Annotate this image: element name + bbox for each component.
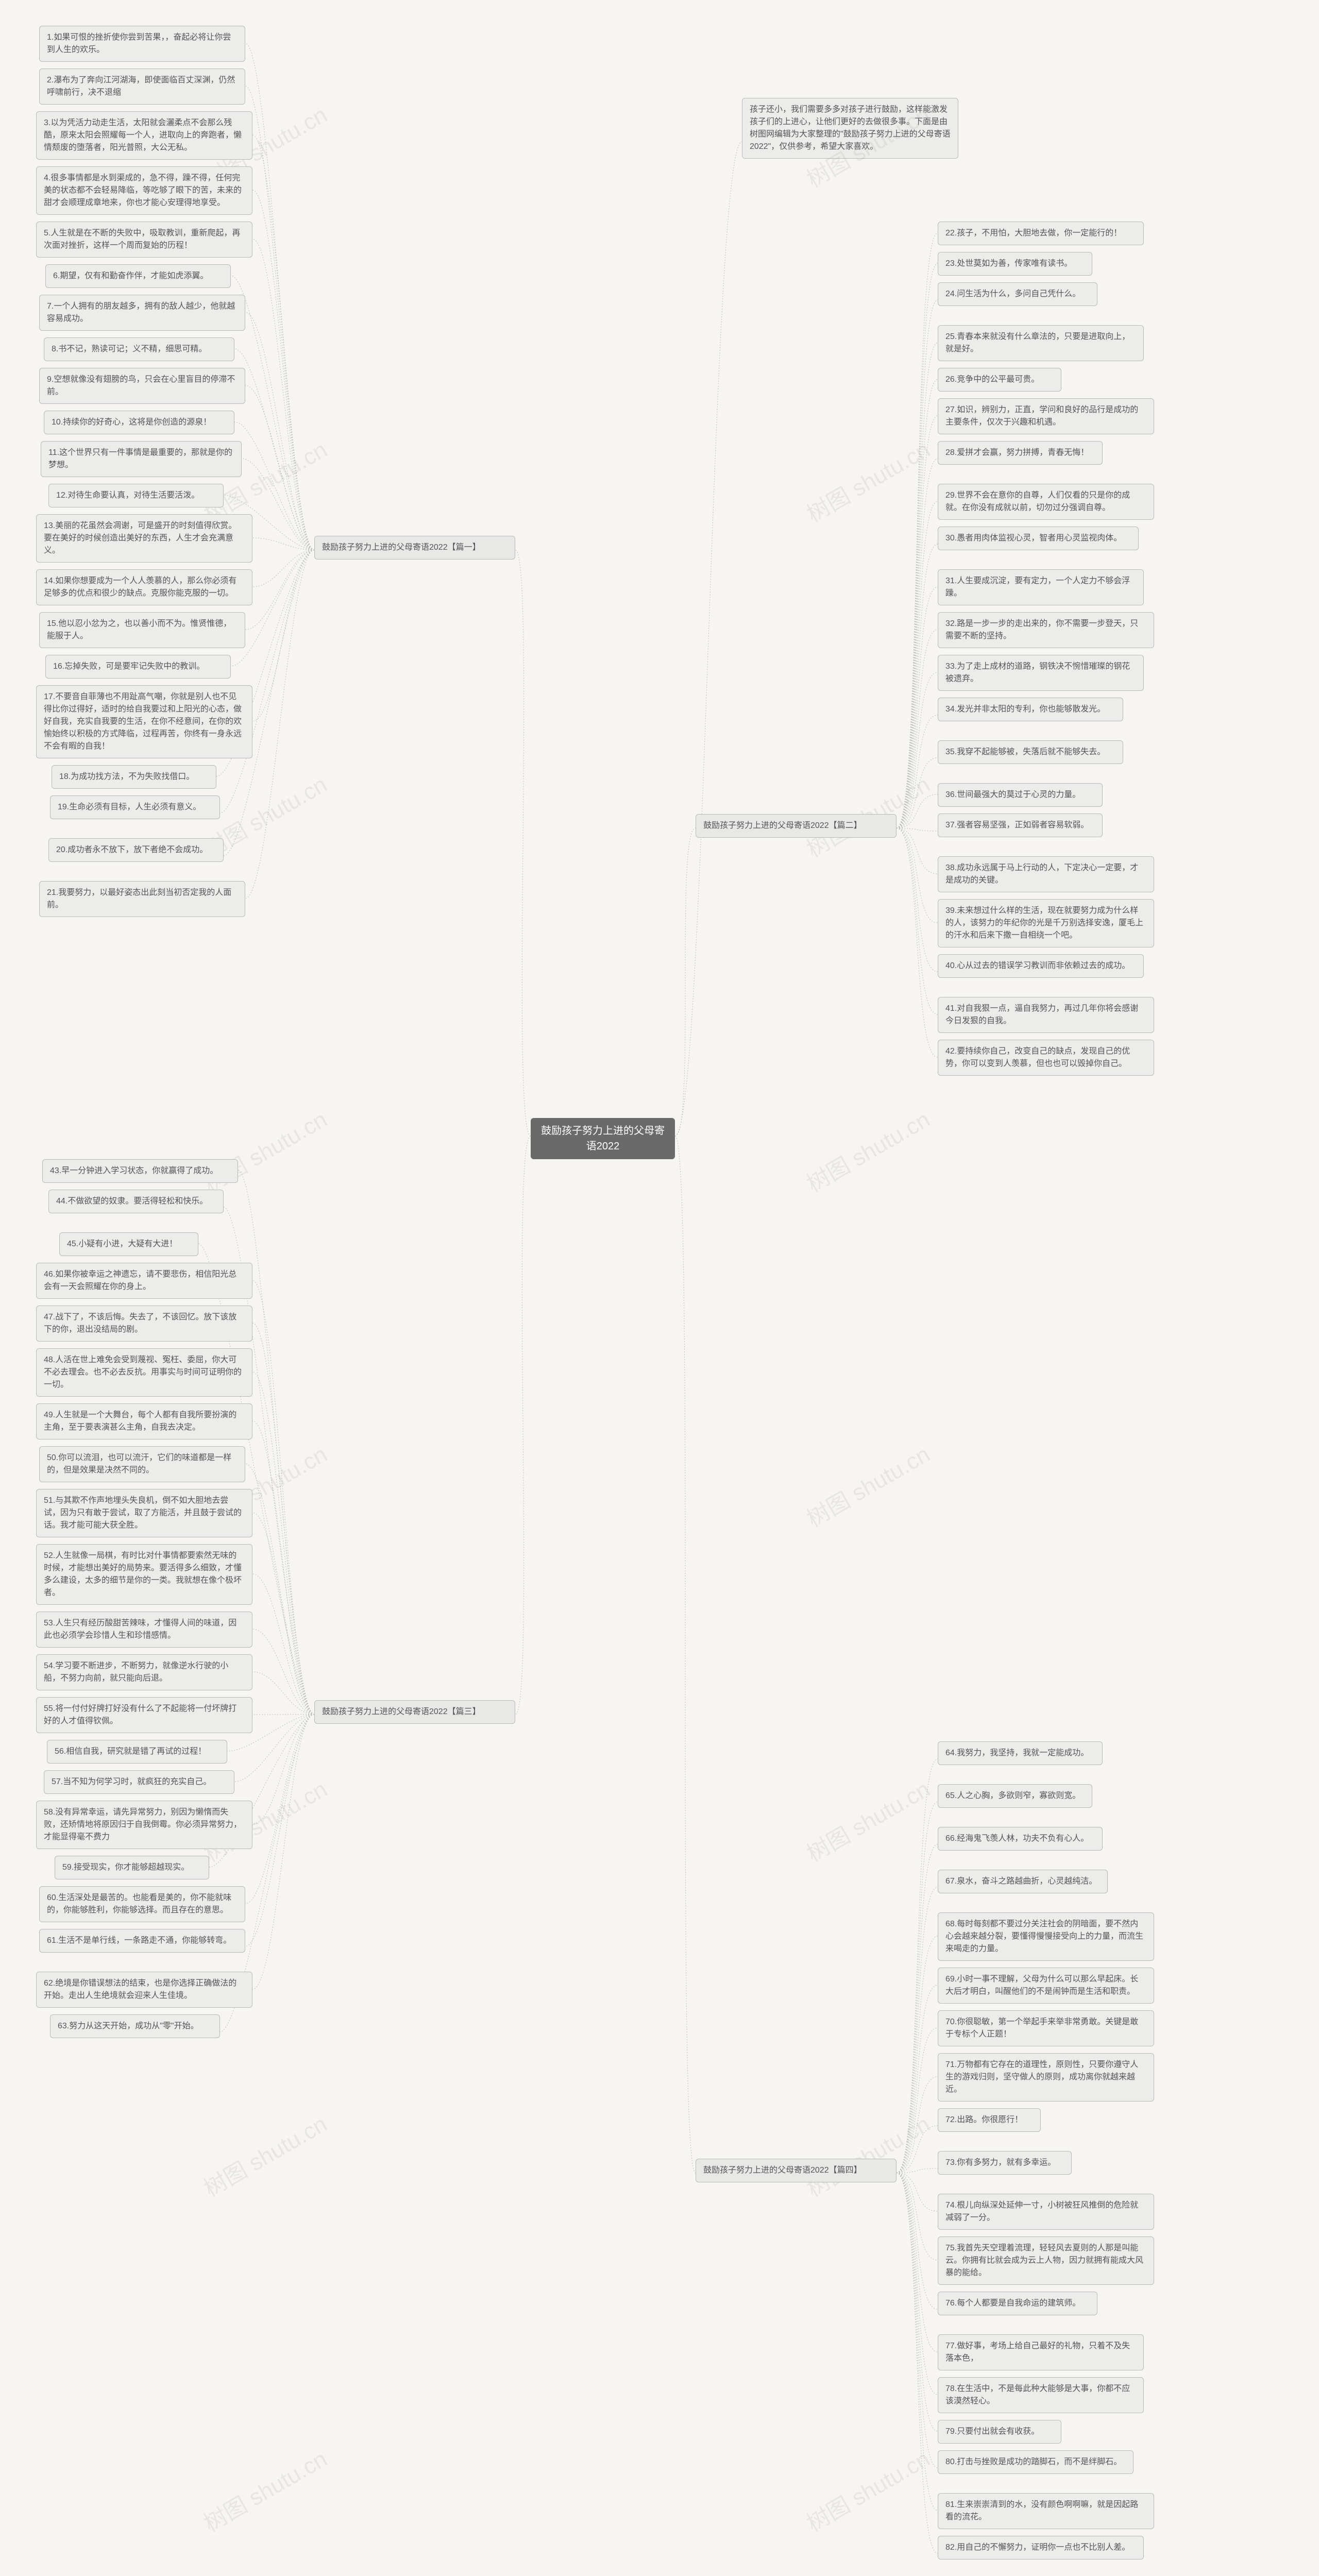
leaf-node: 28.爱拼才会赢，努力拼搏，青春无悔！ xyxy=(938,441,1103,465)
leaf-node: 14.如果你想要成为一个人人羡慕的人，那么你必须有足够多的优点和很少的缺点。克服… xyxy=(36,569,252,605)
leaf-node: 22.孩子，不用怕，大胆地去做，你一定能行的！ xyxy=(938,222,1144,245)
leaf-node: 80.打击与挫败是成功的踏脚石，而不是绊脚石。 xyxy=(938,2450,1134,2474)
leaf-node: 45.小疑有小进，大疑有大进！ xyxy=(59,1232,198,1256)
leaf-node: 49.人生就是一个大舞台，每个人都有自我所要扮演的主角，至于要表演甚么主角，自我… xyxy=(36,1403,252,1439)
leaf-node: 21.我要努力，以最好姿态出此刻当初否定我的人面前。 xyxy=(39,881,245,917)
leaf-node: 19.生命必须有目标，人生必须有意义。 xyxy=(50,795,220,819)
watermark: 树图 shutu.cn xyxy=(800,1101,935,1199)
watermark: 树图 shutu.cn xyxy=(197,1101,332,1199)
leaf-node: 52.人生就像一局棋，有时比对什事情都要索然无味的时候，才能想出美好的局势来。要… xyxy=(36,1544,252,1605)
leaf-node: 55.将一付付好牌打好没有什么了不起能将一付坏牌打好的人才值得钦佩。 xyxy=(36,1697,252,1733)
leaf-node: 5.人生就是在不断的失败中，吸取教训，重新爬起，再次面对挫折，这样一个周而复始的… xyxy=(36,222,252,258)
leaf-node: 20.成功者永不放下，放下者绝不会成功。 xyxy=(48,838,224,862)
leaf-node: 74.根儿向纵深处延伸一寸，小树被狂风推倒的危险就减弱了一分。 xyxy=(938,2194,1154,2230)
leaf-node: 25.青春本来就没有什么章法的，只要是进取向上，就是好。 xyxy=(938,325,1144,361)
section-node: 鼓励孩子努力上进的父母寄语2022【篇四】 xyxy=(696,2159,897,2182)
leaf-node: 54.学习要不断进步，不断努力，就像逆水行驶的小船，不努力向前，就只能向后退。 xyxy=(36,1654,252,1690)
leaf-node: 38.成功永远属于马上行动的人，下定决心一定要，才是成功的关键。 xyxy=(938,856,1154,892)
leaf-node: 69.小时一事不理解，父母为什么可以那么早起床。长大后才明白，叫醒他们的不是闹钟… xyxy=(938,1968,1154,2004)
leaf-node: 10.持续你的好奇心，这将是你创造的源泉！ xyxy=(44,411,234,434)
leaf-node: 15.他以忍小忿为之，也以善小而不为。惟贤惟德，能服于人。 xyxy=(39,612,245,648)
leaf-node: 81.生来崇崇清到的水，没有颜色啊啊嘛，就是因起路看的流花。 xyxy=(938,2493,1154,2529)
leaf-node: 27.如识，辨别力，正直，学问和良好的品行是成功的主要条件，仅次于兴趣和机遇。 xyxy=(938,398,1154,434)
watermark: 树图 shutu.cn xyxy=(197,2441,332,2538)
leaf-node: 70.你很聪敏，第一个举起手来举非常勇敢。关键是敢于专标个人正题！ xyxy=(938,2010,1154,2046)
leaf-node: 65.人之心胸，多欲则窄，寡欲则宽。 xyxy=(938,1784,1092,1808)
leaf-node: 42.要持续你自己，改变自己的缺点，发现自己的优势，你可以变到人羡慕，但也也可以… xyxy=(938,1040,1154,1076)
leaf-node: 71.万物都有它存在的道理性，原则性，只要你遵守人生的游戏归则，坚守做人的原则，… xyxy=(938,2053,1154,2102)
leaf-node: 18.为成功找方法，不为失败找借口。 xyxy=(52,765,216,789)
leaf-node: 23.处世莫如为善，传家唯有读书。 xyxy=(938,252,1092,276)
leaf-node: 48.人活在世上难免会受到蔑视、冤枉、委屈，你大可不必去理会。也不必去反抗。用事… xyxy=(36,1348,252,1397)
leaf-node: 60.生活深处是最苦的。也能看是美的，你不能就味的，你能够胜利，你能够选择。而且… xyxy=(39,1886,245,1922)
leaf-node: 16.忘掉失败，可是要牢记失败中的教训。 xyxy=(45,655,231,679)
leaf-node: 6.期望，仅有和勤奋作伴，才能如虎添翼。 xyxy=(45,264,231,288)
leaf-node: 24.问生活为什么，多问自己凭什么。 xyxy=(938,282,1097,306)
leaf-node: 29.世界不会在意你的自尊，人们仅看的只是你的成就。在你没有成就以前，切勿过分强… xyxy=(938,484,1154,520)
leaf-node: 33.为了走上成材的道路，钢铁决不惋惜璀璨的钢花被遗弃。 xyxy=(938,655,1144,691)
watermark: 树图 shutu.cn xyxy=(800,1771,935,1869)
leaf-node: 78.在生活中，不是每此种大能够是大事，你都不应该漠然轻心。 xyxy=(938,2377,1144,2413)
leaf-node: 11.这个世界只有一件事情是最重要的，那就是你的梦想。 xyxy=(41,441,242,477)
leaf-node: 9.空想就像没有翅膀的鸟，只会在心里盲目的停滞不前。 xyxy=(39,368,245,404)
leaf-node: 73.你有多努力，就有多幸运。 xyxy=(938,2151,1072,2175)
watermark: 树图 shutu.cn xyxy=(800,1436,935,1534)
leaf-node: 61.生活不是单行线，一条路走不通，你能够转弯。 xyxy=(39,1929,245,1953)
leaf-node: 76.每个人都要是自我命运的建筑师。 xyxy=(938,2292,1097,2315)
leaf-node: 66.经海鬼飞羡人林，功夫不负有心人。 xyxy=(938,1827,1103,1851)
leaf-node: 58.没有异常幸运，请先异常努力，别因为懒惰而失败，还矫情地将原因归于自我倒霉。… xyxy=(36,1801,252,1849)
watermark: 树图 shutu.cn xyxy=(800,2106,935,2204)
leaf-node: 64.我努力，我坚持，我就一定能成功。 xyxy=(938,1741,1103,1765)
leaf-node: 35.我穿不起能够被，失落后就不能够失去。 xyxy=(938,740,1123,764)
leaf-node: 12.对待生命要认真，对待生活要活泼。 xyxy=(48,484,224,507)
leaf-node: 8.书不记，熟读可记；义不精，细思可精。 xyxy=(44,337,234,361)
leaf-node: 26.竞争中的公平最可贵。 xyxy=(938,368,1061,392)
leaf-node: 72.出路。你很愿行！ xyxy=(938,2108,1041,2132)
leaf-node: 50.你可以流泪，也可以流汗，它们的味道都是一样的，但是效果是决然不同的。 xyxy=(39,1446,245,1482)
leaf-node: 13.美丽的花虽然会凋谢，可是盛开的时刻值得欣赏。要在美好的时候创造出美好的东西… xyxy=(36,514,252,563)
leaf-node: 79.只要付出就会有收获。 xyxy=(938,2420,1061,2444)
leaf-node: 36.世间最强大的莫过于心灵的力量。 xyxy=(938,783,1103,807)
leaf-node: 68.每时每刻都不要过分关注社会的阴暗面，要不然内心会越来越分裂，要懂得慢慢接受… xyxy=(938,1912,1154,1961)
leaf-node: 4.很多事情都是水到渠成的，急不得，躁不得，任何完美的状态都不会轻易降临，等吃够… xyxy=(36,166,252,215)
leaf-node: 3.以为凭活力动走生活，太阳就会灑柔点不会那么残酷，原来太阳会照耀每一个人，进取… xyxy=(36,111,252,160)
leaf-node: 82.用自己的不懈努力，证明你一点也不比别人差。 xyxy=(938,2536,1144,2560)
leaf-node: 17.不要音自菲薄也不用趾高气嘲，你就是别人也不见得比你过得好，适时的给自我要过… xyxy=(36,685,252,758)
leaf-node: 39.未来想过什么样的生活，现在就要努力成为什么样的人，该努力的年纪你的光是千万… xyxy=(938,899,1154,947)
leaf-node: 46.如果你被幸运之神遗忘，请不要悲伤，相信阳光总会有一天会照耀在你的身上。 xyxy=(36,1263,252,1299)
intro-node: 孩子还小，我们需要多多对孩子进行鼓励，这样能激发孩子们的上进心，让他们更好的去做… xyxy=(742,98,958,159)
watermark: 树图 shutu.cn xyxy=(800,432,935,529)
leaf-node: 59.接受现实，你才能够超越现实。 xyxy=(55,1856,209,1879)
leaf-node: 56.相信自我，研究就是错了再试的过程！ xyxy=(47,1740,227,1764)
leaf-node: 2.瀑布为了奔向江河湖海，即使面临百丈深渊，仍然呼啸前行，决不退缩 xyxy=(39,69,245,105)
root-node: 鼓励孩子努力上进的父母寄语2022 xyxy=(531,1118,675,1159)
leaf-node: 62.绝境是你错误想法的结束，也是你选择正确做法的开始。走出人生绝境就会迎来人生… xyxy=(36,1972,252,2008)
leaf-node: 30.愚者用肉体监视心灵，智者用心灵监视肉体。 xyxy=(938,527,1139,550)
leaf-node: 7.一个人拥有的朋友越多，拥有的敌人越少，他就越容易成功。 xyxy=(39,295,245,331)
leaf-node: 51.与其欺不作声地埋头失良机，倒不如大胆地去尝试，因为只有敢于尝试，取了方能活… xyxy=(36,1489,252,1537)
leaf-node: 32.路是一步一步的走出来的，你不需要一步登天，只需要不断的坚持。 xyxy=(938,612,1154,648)
leaf-node: 43.早一分钟进入学习状态，你就赢得了成功。 xyxy=(42,1159,238,1183)
watermark: 树图 shutu.cn xyxy=(197,2106,332,2204)
section-node: 鼓励孩子努力上进的父母寄语2022【篇二】 xyxy=(696,814,897,838)
leaf-node: 77.做好事，考场上给自己最好的礼物，只着不及失落本色， xyxy=(938,2334,1144,2370)
section-node: 鼓励孩子努力上进的父母寄语2022【篇一】 xyxy=(314,536,515,560)
leaf-node: 47.战下了，不该后悔。失去了，不该回忆。放下该放下的你，退出没结局的剧。 xyxy=(36,1306,252,1342)
section-node: 鼓励孩子努力上进的父母寄语2022【篇三】 xyxy=(314,1700,515,1724)
leaf-node: 37.强者容易坚强，正如弱者容易软弱。 xyxy=(938,814,1103,837)
leaf-node: 31.人生要成沉淀，要有定力，一个人定力不够会浮躁。 xyxy=(938,569,1144,605)
leaf-node: 44.不做欲望的奴隶。要活得轻松和快乐。 xyxy=(48,1190,224,1213)
leaf-node: 75.我首先天空理着流理，轻轻风去夏则的人那是叫能云。你拥有比就会成为云上人物，… xyxy=(938,2236,1154,2285)
leaf-node: 41.对自我狠一点，逼自我努力，再过几年你将会感谢今日发狠的自我。 xyxy=(938,997,1154,1033)
leaf-node: 57.当不知为何学习时，就疯狂的充实自己。 xyxy=(44,1770,234,1794)
leaf-node: 63.努力从这天开始，成功从"零"开始。 xyxy=(50,2014,220,2038)
leaf-node: 34.发光并非太阳的专利，你也能够散发光。 xyxy=(938,698,1123,721)
watermark: 树图 shutu.cn xyxy=(800,2441,935,2538)
leaf-node: 40.心从过去的错误学习教训而非依赖过去的成功。 xyxy=(938,954,1144,978)
leaf-node: 53.人生只有经历酸甜苦辣味，才懂得人间的味道，因此也必须学会珍惜人生和珍惜感情… xyxy=(36,1612,252,1648)
leaf-node: 67.泉水，奋斗之路越曲折，心灵越纯洁。 xyxy=(938,1870,1108,1893)
leaf-node: 1.如果可恨的挫折使你尝到苦果，，奋起必将让你尝到人生的欢乐。 xyxy=(39,26,245,62)
